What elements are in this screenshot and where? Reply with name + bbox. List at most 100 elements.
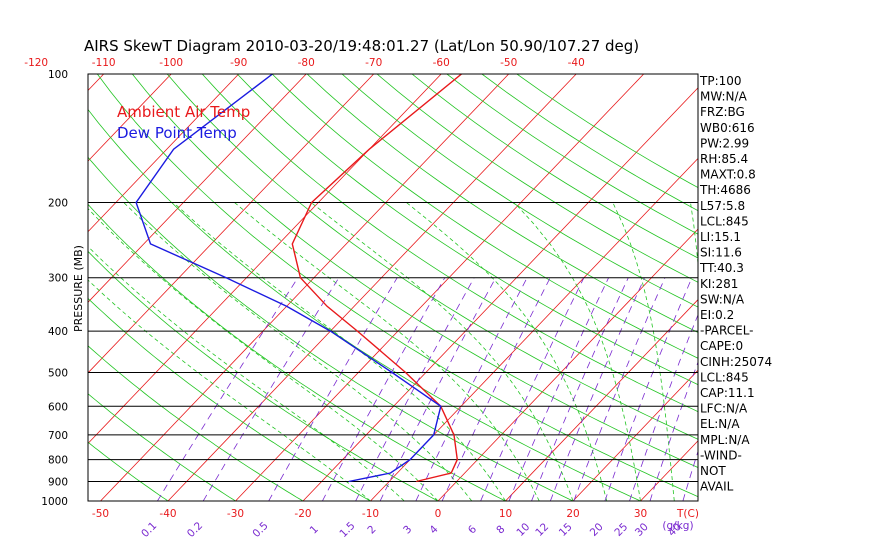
pressure-tick-label: 900 [48, 476, 68, 488]
index-label: MAXT:0.8 [700, 168, 756, 182]
dew-point-temp-line [135, 74, 442, 483]
dry-adiabat-line [131, 74, 698, 469]
dry-adiabat-line [88, 156, 574, 501]
top-temp-tick-label: -90 [230, 57, 247, 69]
index-label: FRZ:BG [700, 105, 745, 119]
dry-adiabat-line [271, 74, 698, 359]
bottom-temp-tick-label: -30 [227, 508, 244, 520]
dry-adiabat-line [88, 297, 371, 501]
index-label: TT:40.3 [699, 261, 744, 275]
moist-adiabat-line [88, 208, 439, 501]
index-label: CAP:11.1 [700, 386, 755, 400]
mixing-ratio-line [573, 277, 666, 501]
pressure-tick-label: 1000 [41, 496, 68, 508]
index-label: MW:N/A [700, 90, 748, 104]
bottom-temp-tick-label: 30 [634, 508, 647, 520]
index-label: -PARCEL- [700, 324, 754, 338]
ambient-air-temp-line [291, 74, 462, 483]
mixing-ratio-tick-label: 25 [612, 521, 630, 539]
top-temp-tick-label: -50 [500, 57, 517, 69]
mixing-ratio-line [604, 277, 693, 501]
isotherm-line [88, 74, 375, 374]
mixing-ratio-axis: 0.1 0.2 0.5 1 1.5 2 3 4 6 8 10 12 15 20 25 30 40(g/kg) [139, 520, 693, 540]
pressure-tick-label: 600 [48, 401, 68, 413]
dry-adiabat-line [88, 393, 236, 501]
top-temp-tick-label: -100 [159, 57, 183, 69]
legend-entry: Dew Point Temp [117, 124, 237, 142]
dry-adiabat-line [88, 441, 169, 501]
isotherm-line [437, 228, 698, 501]
moist-adiabat-line [310, 202, 574, 501]
legend: Ambient Air Temp Dew Point Temp [117, 103, 250, 142]
dry-adiabat-line [88, 108, 641, 501]
top-temp-tick-label: -60 [433, 57, 450, 69]
mixing-ratio-line [322, 277, 446, 501]
index-label: L57:5.8 [700, 199, 745, 213]
dry-adiabat-line [376, 74, 698, 283]
bottom-temp-tick-label: -10 [362, 508, 379, 520]
bottom-temp-tick-label: -20 [294, 508, 311, 520]
isotherm-line [505, 299, 698, 501]
dry-adiabat-line [201, 74, 698, 413]
pressure-tick-label: 500 [48, 367, 68, 379]
mixing-ratio-tick-label: 6 [466, 523, 479, 536]
y-axis-label: PRESSURE (MB) [72, 245, 85, 332]
mixing-ratio-line [508, 277, 609, 501]
mixing-ratio-tick-label: 30 [633, 521, 651, 539]
moist-adiabat-line [612, 202, 675, 501]
mixing-ratio-tick-label: 15 [557, 521, 575, 539]
bottom-temp-tick-label: 0 [435, 508, 442, 520]
mixing-ratio-unit: (g/kg) [662, 520, 693, 532]
mixing-ratio-line [682, 450, 698, 501]
mixing-ratio-line [268, 277, 398, 501]
index-label: MPL:N/A [700, 433, 750, 447]
moist-adiabat-line [88, 245, 405, 501]
mixing-ratio-line [415, 277, 528, 501]
isotherm-line [572, 369, 698, 501]
mixing-ratio-line [202, 277, 340, 501]
index-label: LFC:N/A [700, 402, 748, 416]
mixing-ratio-tick-label: 12 [533, 521, 551, 539]
pressure-tick-label: 100 [48, 69, 68, 81]
index-label: TH:4686 [699, 183, 751, 197]
index-label: SI:11.6 [700, 246, 742, 260]
mixing-ratio-tick-label: 0.5 [250, 520, 270, 540]
index-label: LCL:845 [700, 370, 749, 384]
pressure-tick-label: 400 [48, 326, 68, 338]
top-temp-tick-label: -120 [24, 57, 48, 69]
pressure-tick-label: 200 [48, 198, 68, 210]
dry-adiabat-line [96, 74, 698, 498]
index-label: EL:N/A [700, 417, 740, 431]
index-label: SW:N/A [700, 292, 745, 306]
index-label: CINH:25074 [700, 355, 772, 369]
dry-adiabat-line [88, 250, 439, 501]
index-label: AVAIL [700, 480, 734, 494]
dry-adiabat-line [341, 74, 698, 308]
isotherm-line [302, 87, 698, 501]
index-label: RH:85.4 [700, 152, 748, 166]
isotherm-line [88, 74, 172, 162]
index-label: -WIND- [700, 448, 742, 462]
chart-title: AIRS SkewT Diagram 2010-03-20/19:48:01.2… [84, 37, 639, 55]
isotherm-line [843, 74, 870, 501]
mixing-ratio-line [549, 277, 645, 501]
dry-adiabat-line [481, 74, 698, 212]
index-label: LCL:845 [700, 214, 749, 228]
dry-adiabat-line [446, 74, 698, 235]
pressure-axis: 100 200 300 400 500 600 700 800 900 1000 [41, 69, 68, 508]
mixing-ratio-tick-label: 4 [427, 523, 440, 536]
isotherm-line [370, 157, 698, 501]
mixing-ratio-tick-label: 8 [494, 523, 507, 536]
mixing-ratio-line [629, 313, 698, 501]
index-label: TP:100 [699, 74, 742, 88]
bottom-temp-unit: T(C) [676, 508, 699, 520]
isotherm-line [88, 74, 240, 233]
isotherm-line [640, 440, 698, 501]
index-label: WB0:616 [700, 121, 755, 135]
series-layer [135, 74, 462, 483]
isotherm-line [88, 74, 307, 303]
isotherm-line [167, 74, 577, 501]
bottom-temp-tick-label: 20 [566, 508, 579, 520]
